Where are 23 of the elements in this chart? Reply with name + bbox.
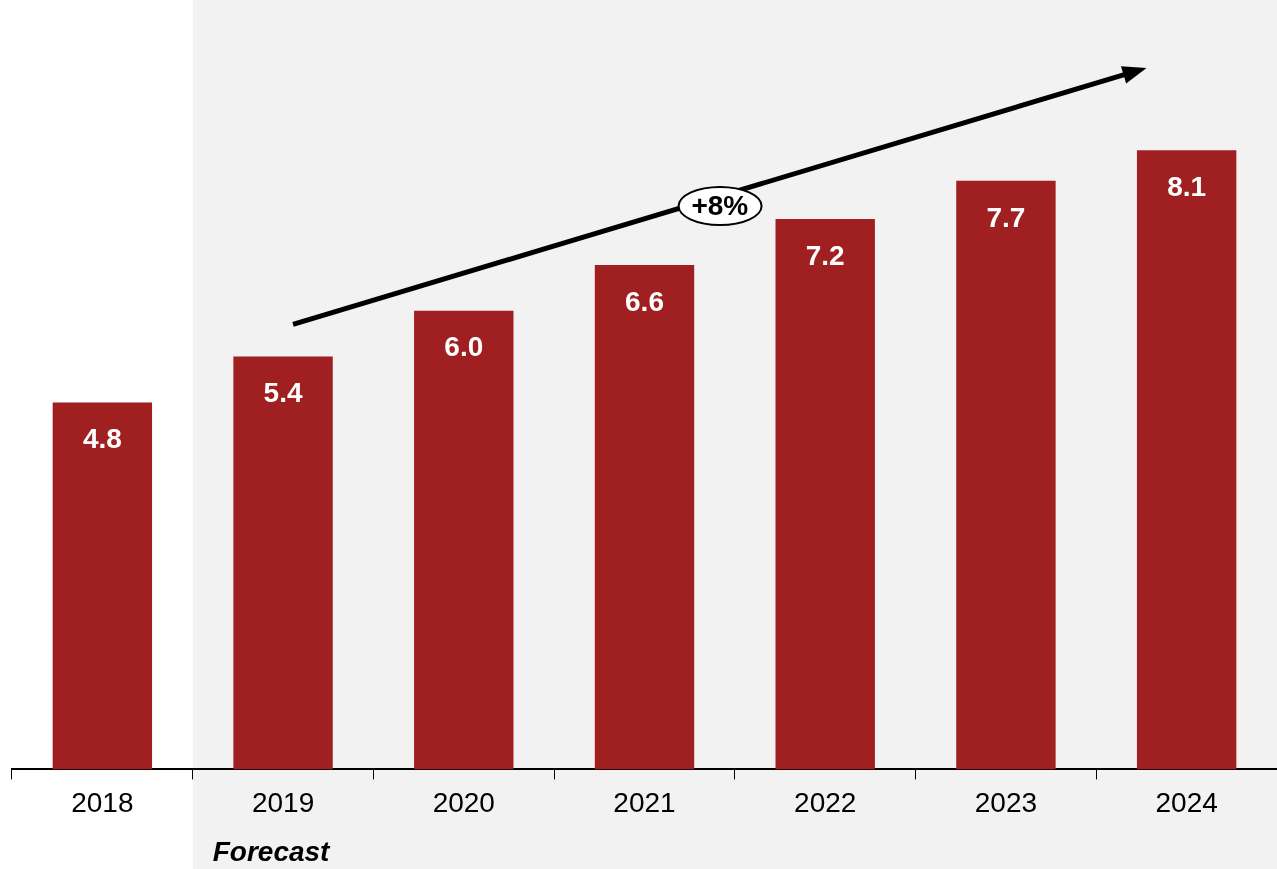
- data-label: 5.4: [263, 377, 303, 409]
- x-tick-label: 2018: [71, 786, 134, 818]
- x-tick-label: 2021: [613, 786, 676, 818]
- x-tick-label: 2020: [432, 786, 495, 818]
- bar: [594, 264, 695, 770]
- data-label: 8.1: [1167, 170, 1207, 202]
- data-label: 7.2: [805, 239, 845, 271]
- bar: [775, 219, 875, 770]
- x-tick-label: 2022: [794, 786, 857, 818]
- data-label: 6.6: [625, 285, 664, 317]
- bar: [956, 180, 1056, 770]
- x-tick-label: 2019: [251, 786, 315, 818]
- data-label: 7.7: [986, 201, 1026, 233]
- data-label: 6.0: [444, 331, 484, 363]
- bar: [52, 402, 153, 770]
- bar: [1136, 150, 1237, 770]
- x-tick-label: 2023: [974, 786, 1038, 818]
- bar: [414, 310, 514, 770]
- bar: [233, 356, 333, 770]
- data-label: 4.8: [82, 423, 122, 455]
- x-tick-label: 2024: [1155, 786, 1218, 818]
- annotation: +8%: [677, 186, 763, 227]
- band-label: Forecast: [212, 836, 332, 867]
